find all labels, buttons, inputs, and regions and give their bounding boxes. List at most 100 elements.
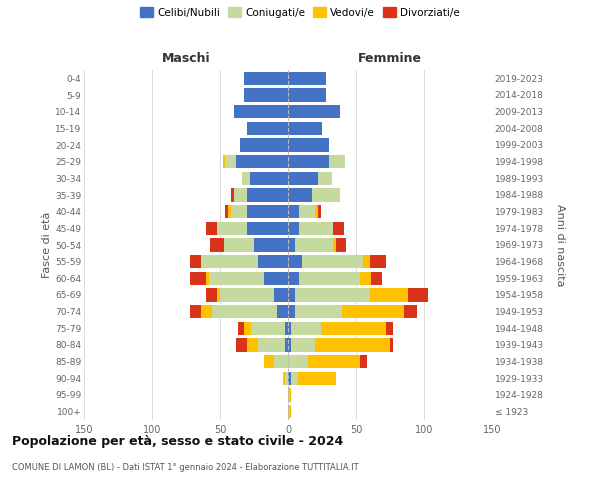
Bar <box>288 172 318 185</box>
Bar <box>288 72 326 85</box>
Bar <box>251 322 285 335</box>
Bar <box>263 272 288 285</box>
Bar <box>288 205 299 218</box>
Bar <box>233 188 247 202</box>
Bar <box>244 322 251 335</box>
Bar <box>386 322 393 335</box>
Bar <box>288 338 291 351</box>
Bar <box>283 372 285 385</box>
Bar <box>370 288 407 302</box>
Text: Femmine: Femmine <box>358 52 422 65</box>
Y-axis label: Anni di nascita: Anni di nascita <box>555 204 565 286</box>
Bar <box>313 188 340 202</box>
Bar <box>238 322 244 335</box>
Bar <box>288 388 291 402</box>
Bar <box>231 188 233 202</box>
Bar <box>370 255 386 268</box>
Bar <box>274 355 288 368</box>
Bar <box>206 222 217 235</box>
Bar <box>333 222 344 235</box>
Bar <box>335 238 346 252</box>
Bar <box>209 272 263 285</box>
Bar <box>285 338 288 351</box>
Bar <box>277 305 288 318</box>
Bar <box>224 238 254 252</box>
Bar <box>291 372 298 385</box>
Bar <box>288 105 340 118</box>
Bar <box>343 305 404 318</box>
Bar <box>288 372 291 385</box>
Bar <box>315 338 390 351</box>
Bar <box>288 288 295 302</box>
Bar <box>285 372 288 385</box>
Bar <box>241 138 288 151</box>
Bar <box>190 272 206 285</box>
Text: Popolazione per età, sesso e stato civile - 2024: Popolazione per età, sesso e stato civil… <box>12 435 343 448</box>
Bar <box>288 272 299 285</box>
Bar <box>217 222 247 235</box>
Bar <box>236 338 247 351</box>
Bar <box>288 122 322 135</box>
Bar <box>233 105 288 118</box>
Bar <box>360 355 367 368</box>
Bar <box>315 205 318 218</box>
Bar <box>288 238 295 252</box>
Bar <box>371 272 382 285</box>
Bar <box>302 255 363 268</box>
Y-axis label: Fasce di età: Fasce di età <box>42 212 52 278</box>
Legend: Celibi/Nubili, Coniugati/e, Vedovi/e, Divorziati/e: Celibi/Nubili, Coniugati/e, Vedovi/e, Di… <box>139 5 461 20</box>
Bar <box>212 305 277 318</box>
Bar <box>390 338 393 351</box>
Bar <box>407 288 428 302</box>
Bar <box>291 338 315 351</box>
Bar <box>226 205 228 218</box>
Bar <box>404 305 417 318</box>
Bar <box>333 238 335 252</box>
Bar <box>288 322 291 335</box>
Bar <box>228 205 231 218</box>
Bar <box>318 172 332 185</box>
Bar <box>291 322 320 335</box>
Bar <box>244 88 288 102</box>
Bar <box>288 155 329 168</box>
Bar <box>258 338 285 351</box>
Bar <box>190 255 201 268</box>
Bar <box>247 122 288 135</box>
Bar <box>254 238 288 252</box>
Bar <box>258 255 288 268</box>
Bar <box>247 338 258 351</box>
Bar <box>244 72 288 85</box>
Bar <box>360 272 371 285</box>
Bar <box>236 155 288 168</box>
Bar <box>242 172 250 185</box>
Bar <box>318 205 320 218</box>
Bar <box>274 288 288 302</box>
Bar <box>288 405 291 418</box>
Text: COMUNE DI LAMON (BL) - Dati ISTAT 1° gennaio 2024 - Elaborazione TUTTITALIA.IT: COMUNE DI LAMON (BL) - Dati ISTAT 1° gen… <box>12 462 359 471</box>
Bar <box>320 322 386 335</box>
Bar <box>190 305 201 318</box>
Text: Maschi: Maschi <box>161 52 211 65</box>
Bar <box>288 222 299 235</box>
Bar <box>226 155 236 168</box>
Bar <box>298 372 335 385</box>
Bar <box>288 355 308 368</box>
Bar <box>231 205 247 218</box>
Bar <box>211 238 224 252</box>
Bar <box>329 155 345 168</box>
Bar <box>288 88 326 102</box>
Bar <box>223 155 226 168</box>
Bar <box>206 288 217 302</box>
Bar <box>308 355 360 368</box>
Bar <box>217 288 220 302</box>
Bar <box>288 188 313 202</box>
Bar <box>250 172 288 185</box>
Bar <box>201 305 212 318</box>
Bar <box>299 205 315 218</box>
Bar <box>295 288 370 302</box>
Bar <box>285 322 288 335</box>
Bar <box>201 255 258 268</box>
Bar <box>288 255 302 268</box>
Bar <box>295 238 333 252</box>
Bar <box>206 272 209 285</box>
